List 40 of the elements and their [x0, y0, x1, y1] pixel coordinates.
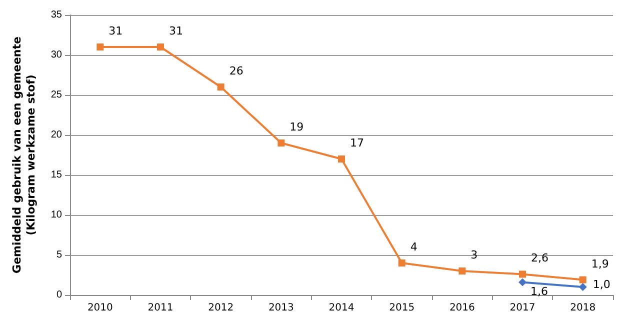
data-label: 19 [290, 120, 304, 134]
x-tick-label: 2015 [389, 302, 415, 314]
point [338, 156, 345, 162]
data-label: 2,6 [531, 252, 548, 265]
point [458, 268, 466, 274]
data-label: 31 [108, 24, 123, 38]
data-label: 26 [229, 64, 244, 78]
y-tick-label: 0 [56, 290, 62, 300]
x-tick-label: 2017 [510, 302, 536, 314]
y-tick-label: 20 [50, 130, 62, 140]
point [518, 278, 526, 286]
x-tick-label: 2016 [449, 302, 475, 314]
point [519, 270, 526, 278]
x-tick-label: 2011 [148, 302, 174, 314]
data-label: 31 [169, 24, 183, 38]
y-axis-title: Gemiddeld gebruik van een gemeente (Kilogram werkzame stof) [10, 36, 38, 274]
point [96, 44, 104, 50]
point [398, 260, 406, 266]
x-tick-label: 2014 [328, 302, 354, 314]
point [579, 276, 586, 284]
y-tick-label: 10 [50, 210, 62, 220]
y-tick-label: 30 [50, 50, 62, 60]
y-tick-label: 5 [56, 250, 62, 260]
x-tick-label: 2013 [268, 302, 294, 314]
x-tick-label: 2012 [208, 302, 234, 314]
data-label: 1,0 [592, 278, 610, 291]
data-label: 4 [410, 240, 418, 254]
data-label: 3 [470, 248, 478, 262]
data-label: 1,9 [591, 257, 609, 270]
x-tick-label: 2018 [570, 302, 596, 314]
y-tick-label: 25 [50, 90, 62, 100]
point [157, 44, 164, 50]
data-label: 1,6 [530, 285, 548, 298]
point [578, 283, 587, 291]
y-tick-label: 35 [50, 10, 62, 20]
point [217, 84, 224, 90]
point [278, 140, 285, 146]
data-label: 17 [350, 136, 364, 150]
y-tick-label: 15 [50, 170, 62, 180]
x-tick-label: 2010 [87, 302, 113, 314]
